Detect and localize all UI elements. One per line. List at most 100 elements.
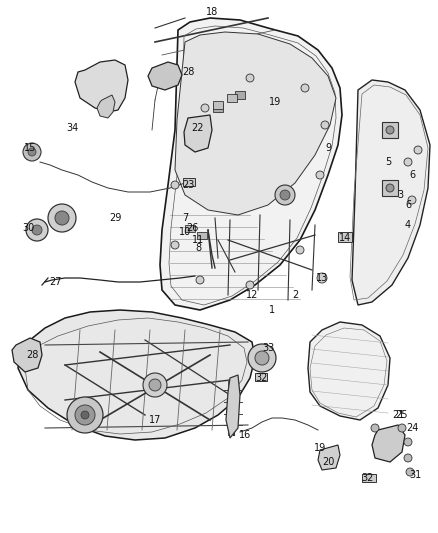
Polygon shape — [175, 32, 336, 215]
Text: 9: 9 — [325, 143, 331, 153]
Circle shape — [246, 74, 254, 82]
Bar — [213, 104, 223, 112]
Polygon shape — [352, 80, 430, 305]
Bar — [197, 232, 207, 239]
Text: 32: 32 — [256, 373, 268, 383]
Polygon shape — [160, 18, 342, 310]
Circle shape — [275, 185, 295, 205]
Polygon shape — [184, 115, 212, 152]
Circle shape — [386, 126, 394, 134]
Circle shape — [28, 148, 36, 156]
Bar — [338, 232, 352, 242]
Circle shape — [316, 171, 324, 179]
Text: 26: 26 — [186, 223, 198, 233]
Circle shape — [171, 241, 179, 249]
Circle shape — [371, 424, 379, 432]
Circle shape — [81, 411, 89, 419]
Circle shape — [23, 143, 41, 161]
Circle shape — [301, 84, 309, 92]
Circle shape — [171, 181, 179, 189]
Text: 19: 19 — [269, 97, 281, 107]
Bar — [227, 94, 237, 102]
Text: 17: 17 — [149, 415, 161, 425]
Circle shape — [414, 146, 422, 154]
Circle shape — [32, 225, 42, 235]
Text: 24: 24 — [406, 423, 418, 433]
Text: 27: 27 — [49, 277, 61, 287]
Text: 29: 29 — [109, 213, 121, 223]
Polygon shape — [75, 60, 128, 112]
Text: 6: 6 — [405, 200, 411, 210]
Text: 18: 18 — [206, 7, 218, 17]
Bar — [362, 474, 376, 482]
Circle shape — [67, 397, 103, 433]
Text: 5: 5 — [385, 157, 391, 167]
Polygon shape — [97, 95, 115, 118]
Polygon shape — [308, 322, 390, 420]
Text: 30: 30 — [22, 223, 34, 233]
Circle shape — [404, 438, 412, 446]
Text: 4: 4 — [405, 220, 411, 230]
Text: 20: 20 — [322, 457, 334, 467]
Text: 7: 7 — [182, 213, 188, 223]
Circle shape — [321, 121, 329, 129]
Text: 10: 10 — [179, 227, 191, 237]
Text: 3: 3 — [397, 190, 403, 200]
Circle shape — [364, 474, 372, 482]
Circle shape — [386, 184, 394, 192]
Circle shape — [201, 104, 209, 112]
Text: 6: 6 — [409, 170, 415, 180]
Text: 15: 15 — [24, 143, 36, 153]
Text: 11: 11 — [192, 235, 204, 245]
Polygon shape — [318, 445, 340, 470]
Text: 32: 32 — [362, 473, 374, 483]
Circle shape — [255, 351, 269, 365]
Polygon shape — [226, 375, 240, 438]
Text: 28: 28 — [26, 350, 38, 360]
Text: 16: 16 — [239, 430, 251, 440]
Circle shape — [248, 344, 276, 372]
Text: 31: 31 — [409, 470, 421, 480]
Text: 19: 19 — [314, 443, 326, 453]
Circle shape — [296, 246, 304, 254]
Circle shape — [246, 281, 254, 289]
Bar — [235, 91, 245, 99]
Circle shape — [26, 219, 48, 241]
Circle shape — [408, 196, 416, 204]
Text: 28: 28 — [182, 67, 194, 77]
Circle shape — [317, 273, 327, 283]
Circle shape — [48, 204, 76, 232]
Text: 33: 33 — [262, 343, 274, 353]
Bar — [185, 225, 195, 232]
Circle shape — [404, 158, 412, 166]
Circle shape — [406, 468, 414, 476]
Text: 22: 22 — [192, 123, 204, 133]
Bar — [382, 122, 398, 138]
Polygon shape — [18, 310, 255, 440]
Bar — [255, 373, 267, 381]
Circle shape — [75, 405, 95, 425]
Polygon shape — [372, 425, 405, 462]
Polygon shape — [12, 338, 42, 372]
Circle shape — [398, 424, 406, 432]
Text: 2: 2 — [292, 290, 298, 300]
Text: 1: 1 — [269, 305, 275, 315]
Circle shape — [55, 211, 69, 225]
Circle shape — [280, 190, 290, 200]
Circle shape — [149, 379, 161, 391]
Text: 12: 12 — [246, 290, 258, 300]
Bar — [382, 180, 398, 196]
Text: 23: 23 — [182, 180, 194, 190]
Bar — [183, 178, 195, 186]
Bar — [213, 101, 223, 109]
Text: 25: 25 — [396, 410, 408, 420]
Text: 34: 34 — [66, 123, 78, 133]
Text: 14: 14 — [339, 233, 351, 243]
Polygon shape — [148, 62, 182, 90]
Circle shape — [404, 454, 412, 462]
Text: 13: 13 — [316, 273, 328, 283]
Circle shape — [196, 276, 204, 284]
Text: 21: 21 — [392, 410, 404, 420]
Text: 8: 8 — [195, 243, 201, 253]
Circle shape — [143, 373, 167, 397]
